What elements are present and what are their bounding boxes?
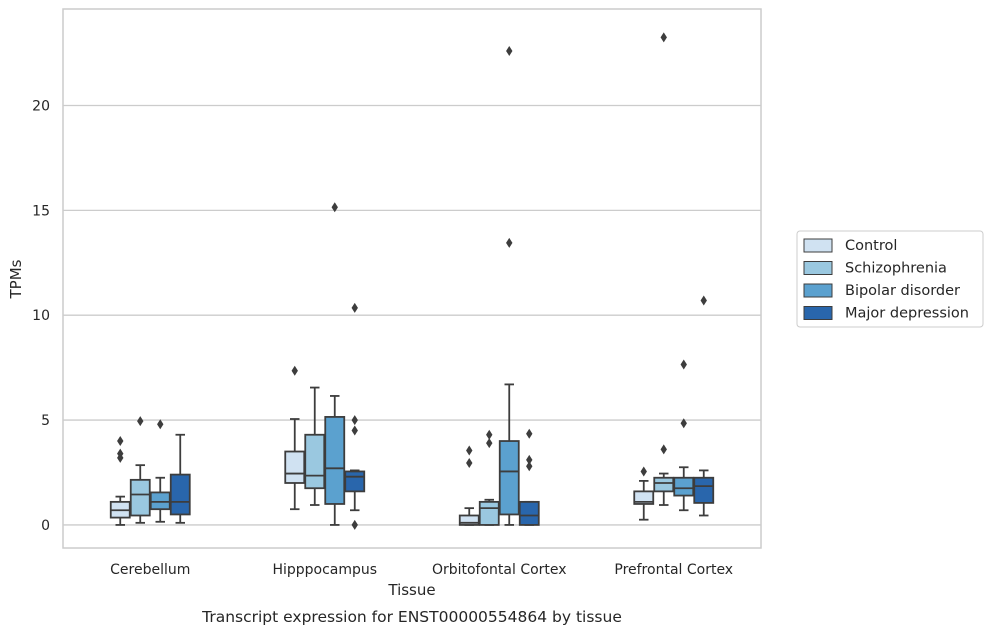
x-axis-ticks: Cerebellum Hipppocampus Orbitofontal Corte…	[110, 562, 733, 578]
box-bipolar-disorder	[149, 419, 171, 523]
box-iqr	[458, 514, 480, 526]
box-iqr	[344, 470, 366, 493]
x-tick-label: Cerebellum	[110, 562, 190, 578]
box-major-depression	[518, 428, 540, 526]
box-bipolar-disorder	[498, 45, 520, 526]
outlier-point	[506, 237, 513, 248]
x-tick-label: Orbitofontal Cortex	[432, 562, 567, 578]
legend-swatch	[803, 238, 833, 253]
outlier-point	[351, 415, 358, 426]
box-groups	[109, 32, 715, 530]
box-iqr	[284, 450, 306, 484]
outlier-point	[351, 519, 358, 530]
outlier-point	[351, 302, 358, 313]
y-tick-label: 0	[41, 518, 50, 534]
legend-swatch	[803, 306, 833, 320]
plot-area-frame	[62, 8, 762, 549]
outlier-point	[486, 429, 493, 440]
y-tick-label: 15	[32, 203, 50, 219]
box-schizophrenia	[129, 416, 151, 524]
outlier-point	[117, 436, 124, 447]
box-iqr	[518, 500, 540, 526]
box-major-depression	[344, 302, 366, 530]
x-axis-label: Tissue	[387, 581, 435, 599]
box-bipolar-disorder	[673, 359, 695, 512]
legend-frame	[796, 230, 984, 328]
outlier-point	[291, 365, 298, 376]
outlier-point	[526, 428, 533, 439]
outlier-point	[526, 454, 533, 465]
box-iqr	[498, 440, 520, 516]
legend-swatch	[803, 283, 833, 298]
legend-entry: Schizophrenia	[845, 261, 947, 277]
box-control	[458, 445, 480, 526]
outlier-point	[486, 438, 493, 449]
box-iqr	[633, 490, 655, 505]
box-schizophrenia	[653, 32, 675, 506]
box-iqr	[169, 473, 191, 516]
outlier-point	[640, 466, 647, 477]
box-major-depression	[169, 433, 191, 524]
legend-entry: Bipolar disorder	[845, 283, 960, 299]
y-axis-ticks: 0 5 10 15 20	[32, 98, 50, 533]
box-iqr	[478, 500, 500, 526]
y-axis-label: TPMs	[7, 259, 25, 299]
box-iqr	[653, 476, 675, 493]
outlier-point	[117, 452, 124, 463]
box-iqr	[304, 433, 326, 490]
box-iqr	[129, 478, 151, 517]
box-schizophrenia	[304, 386, 326, 506]
outlier-point	[466, 445, 473, 456]
box-iqr	[324, 416, 346, 505]
chart-caption: Transcript expression for ENST0000055486…	[201, 608, 622, 626]
legend-entry: Major depression	[845, 306, 969, 322]
outlier-point	[137, 416, 144, 427]
x-tick-label: Hipppocampus	[272, 562, 377, 578]
legend-swatch	[803, 261, 833, 275]
outlier-point	[351, 425, 358, 436]
box-iqr	[693, 476, 715, 504]
box-schizophrenia	[478, 429, 500, 526]
legend-entry: Control	[845, 238, 897, 254]
outlier-point	[660, 444, 667, 455]
legend: Control Schizophrenia Bipolar disorder Majo…	[796, 230, 984, 328]
box-control	[633, 466, 655, 521]
box-iqr	[673, 476, 695, 497]
outlier-point	[331, 202, 338, 213]
outlier-point	[157, 419, 164, 430]
box-major-depression	[693, 295, 715, 517]
y-tick-label: 20	[32, 98, 50, 114]
x-tick-label: Prefrontal Cortex	[614, 562, 733, 578]
gridlines	[63, 104, 761, 526]
outlier-point	[526, 461, 533, 472]
outlier-point	[506, 45, 513, 56]
box-control	[109, 436, 131, 526]
y-tick-label: 10	[32, 308, 50, 324]
box-bipolar-disorder	[324, 202, 346, 526]
box-iqr	[149, 491, 171, 511]
outlier-point	[700, 295, 707, 306]
outlier-point	[680, 359, 687, 370]
outlier-point	[466, 458, 473, 469]
box-control	[284, 365, 306, 511]
y-tick-label: 5	[41, 413, 50, 429]
outlier-point	[680, 418, 687, 429]
outlier-point	[660, 32, 667, 43]
